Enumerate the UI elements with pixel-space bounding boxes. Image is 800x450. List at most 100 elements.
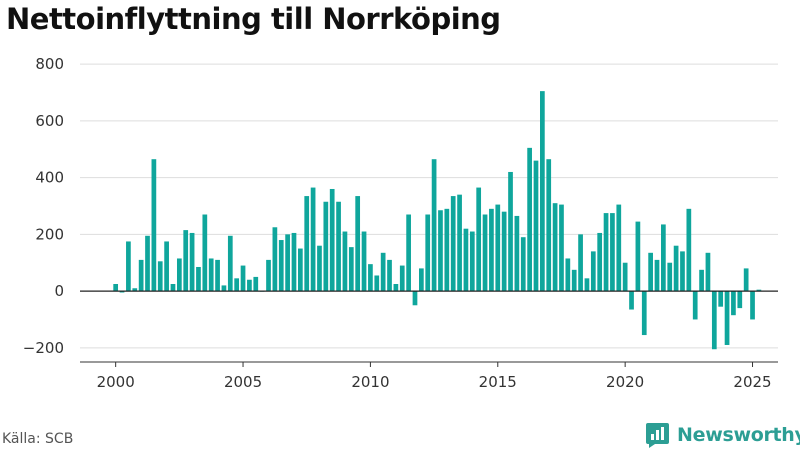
bar [304, 196, 310, 292]
x-tick-label: 2020 [606, 373, 644, 391]
x-tick-label: 2015 [479, 373, 517, 391]
bar [419, 268, 424, 292]
bar [667, 262, 673, 292]
bar [234, 278, 240, 292]
bar [673, 245, 679, 292]
bar [348, 247, 354, 292]
y-tick-label: 600 [35, 112, 64, 130]
bar [240, 265, 246, 292]
bar [724, 291, 730, 345]
bar [584, 278, 590, 292]
bar [661, 224, 666, 292]
bar [247, 279, 252, 292]
y-axis-tick-labels: −200 0 200 400 600 800 [23, 55, 64, 357]
bar [559, 204, 564, 292]
bar [540, 91, 545, 292]
bar [132, 288, 138, 292]
bar [164, 241, 169, 292]
bar [145, 235, 150, 292]
bar [399, 265, 405, 292]
bar [482, 214, 488, 292]
bar [565, 258, 571, 292]
bar [278, 240, 284, 292]
bar [170, 284, 176, 292]
bar [361, 231, 367, 292]
bar [285, 234, 290, 292]
x-tick-label: 2000 [97, 373, 135, 391]
y-tick-label: 800 [35, 55, 64, 73]
bar [196, 266, 201, 292]
bar [648, 252, 653, 292]
bar [126, 241, 131, 292]
bar [603, 213, 609, 292]
bar [533, 160, 539, 292]
bar [412, 291, 418, 306]
bar [469, 231, 475, 292]
bar [457, 194, 462, 292]
bar [622, 262, 628, 292]
bar [317, 245, 322, 292]
bar [508, 171, 513, 292]
bar [380, 252, 386, 292]
bar [680, 251, 685, 292]
source-note: Källa: SCB [2, 431, 74, 447]
bar [138, 259, 144, 292]
bar [686, 208, 692, 292]
bar [552, 203, 558, 292]
x-tick-label: 2005 [224, 373, 262, 391]
bar [425, 214, 431, 292]
bar [444, 208, 450, 292]
bar [597, 232, 603, 292]
bar [393, 284, 399, 292]
chart-title: Nettoinflyttning till Norrköping [6, 2, 501, 36]
bar [527, 147, 532, 292]
bar [406, 214, 411, 292]
bar [731, 291, 736, 316]
bar [438, 210, 443, 292]
bar [590, 251, 596, 292]
bar [641, 291, 647, 336]
bar [176, 258, 182, 292]
bar [431, 159, 437, 292]
bar [629, 291, 634, 310]
bar [157, 261, 163, 292]
bar [501, 211, 507, 292]
bar [208, 258, 214, 292]
bar [342, 231, 348, 292]
bar [699, 269, 704, 292]
bar [711, 291, 717, 350]
bar [718, 291, 724, 307]
bar [368, 264, 373, 292]
bar [476, 187, 482, 292]
bar [610, 213, 615, 292]
bar [189, 232, 195, 292]
bar [374, 275, 380, 292]
y-tick-label: 200 [35, 225, 64, 243]
bar [355, 196, 361, 292]
bar [323, 201, 329, 292]
bar [119, 291, 125, 293]
bar [450, 196, 456, 292]
bar [514, 215, 520, 292]
bar [387, 259, 392, 292]
bar [737, 291, 743, 309]
bar [215, 259, 220, 292]
x-axis-tick-labels: 2000 2005 2010 2015 2020 2025 [97, 373, 772, 391]
gridlines [80, 63, 778, 349]
bar [151, 159, 157, 292]
bar [336, 201, 341, 292]
bar [113, 284, 119, 292]
bar [546, 159, 552, 292]
bar [635, 221, 641, 292]
brand-logo[interactable]: Newsworthy [645, 420, 800, 450]
x-tick-label: 2025 [733, 373, 771, 391]
bar [692, 291, 698, 320]
y-tick-label: −200 [23, 339, 64, 357]
bar [463, 228, 469, 292]
bar [227, 235, 233, 292]
bar [202, 214, 208, 292]
bar [520, 237, 526, 292]
bar [750, 291, 755, 320]
bar [329, 188, 335, 292]
